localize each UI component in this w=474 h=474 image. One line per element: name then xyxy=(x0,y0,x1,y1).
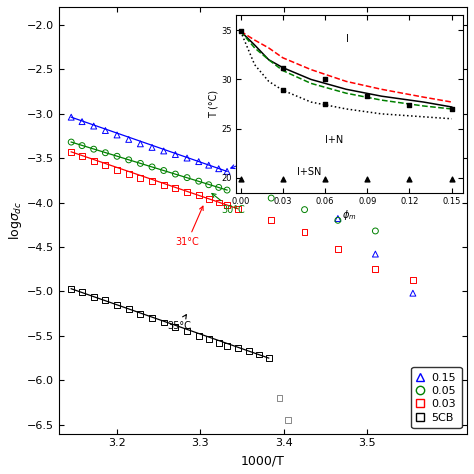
X-axis label: 1000/T: 1000/T xyxy=(241,454,285,467)
Point xyxy=(372,265,379,273)
Point xyxy=(409,290,417,297)
Point xyxy=(267,217,275,224)
Point xyxy=(205,195,212,203)
Point xyxy=(137,310,144,318)
Point xyxy=(245,347,253,355)
Point xyxy=(113,131,121,139)
Point xyxy=(172,170,179,178)
Point xyxy=(265,354,273,362)
Point xyxy=(195,158,202,165)
Point xyxy=(137,174,144,182)
Point xyxy=(160,147,167,155)
Point xyxy=(101,149,109,156)
Point xyxy=(183,154,191,162)
Point xyxy=(90,157,98,164)
Point xyxy=(301,182,309,190)
Point xyxy=(301,206,309,213)
Point xyxy=(160,167,167,174)
Point xyxy=(90,122,98,130)
Point xyxy=(195,177,202,185)
Point xyxy=(125,170,133,178)
Point xyxy=(267,174,275,182)
Point xyxy=(67,113,75,121)
Point xyxy=(148,314,156,322)
Point xyxy=(172,323,179,331)
Point xyxy=(276,394,283,402)
Point xyxy=(334,245,342,253)
Point xyxy=(234,345,242,352)
Point xyxy=(172,151,179,158)
Legend: 0.15, 0.05, 0.03, 5CB: 0.15, 0.05, 0.03, 5CB xyxy=(411,367,462,428)
Point xyxy=(90,293,98,301)
Text: 35°C: 35°C xyxy=(167,315,191,331)
Point xyxy=(78,142,86,149)
Point xyxy=(101,161,109,169)
Point xyxy=(183,188,191,196)
Point xyxy=(334,217,342,224)
Point xyxy=(148,163,156,171)
Point xyxy=(215,199,222,206)
Point xyxy=(67,285,75,292)
Point xyxy=(215,165,222,173)
Point xyxy=(223,168,231,175)
Text: 30°C: 30°C xyxy=(212,193,245,215)
Point xyxy=(67,138,75,146)
Point xyxy=(205,161,212,169)
Point xyxy=(223,342,231,349)
Point xyxy=(215,339,222,347)
Point xyxy=(183,328,191,335)
Point xyxy=(148,177,156,185)
Point xyxy=(223,186,231,194)
Point xyxy=(113,166,121,173)
Point xyxy=(284,417,292,424)
Point xyxy=(78,153,86,160)
Point xyxy=(183,174,191,182)
Point xyxy=(101,127,109,134)
Point xyxy=(125,156,133,164)
Point xyxy=(113,301,121,309)
Point xyxy=(90,146,98,153)
Point xyxy=(160,181,167,189)
Point xyxy=(78,289,86,296)
Point xyxy=(148,144,156,151)
Point xyxy=(409,276,417,283)
Point xyxy=(125,305,133,313)
Point xyxy=(372,227,379,235)
Y-axis label: log$\sigma_{dc}$: log$\sigma_{dc}$ xyxy=(7,201,24,240)
Point xyxy=(205,181,212,189)
Point xyxy=(113,153,121,160)
Point xyxy=(125,136,133,143)
Point xyxy=(172,184,179,192)
Point xyxy=(160,319,167,326)
Point xyxy=(223,201,231,209)
Point xyxy=(334,215,342,222)
Point xyxy=(255,351,263,358)
Point xyxy=(137,160,144,167)
Point xyxy=(195,332,202,340)
Text: 27.5°C: 27.5°C xyxy=(231,147,288,169)
Text: 31°C: 31°C xyxy=(175,206,203,247)
Point xyxy=(267,194,275,202)
Point xyxy=(205,336,212,343)
Point xyxy=(137,140,144,147)
Point xyxy=(215,183,222,191)
Point xyxy=(101,297,109,304)
Point xyxy=(372,250,379,258)
Point xyxy=(195,191,202,199)
Point xyxy=(67,148,75,155)
Point xyxy=(301,228,309,236)
Point xyxy=(78,118,86,126)
Point xyxy=(234,205,242,212)
